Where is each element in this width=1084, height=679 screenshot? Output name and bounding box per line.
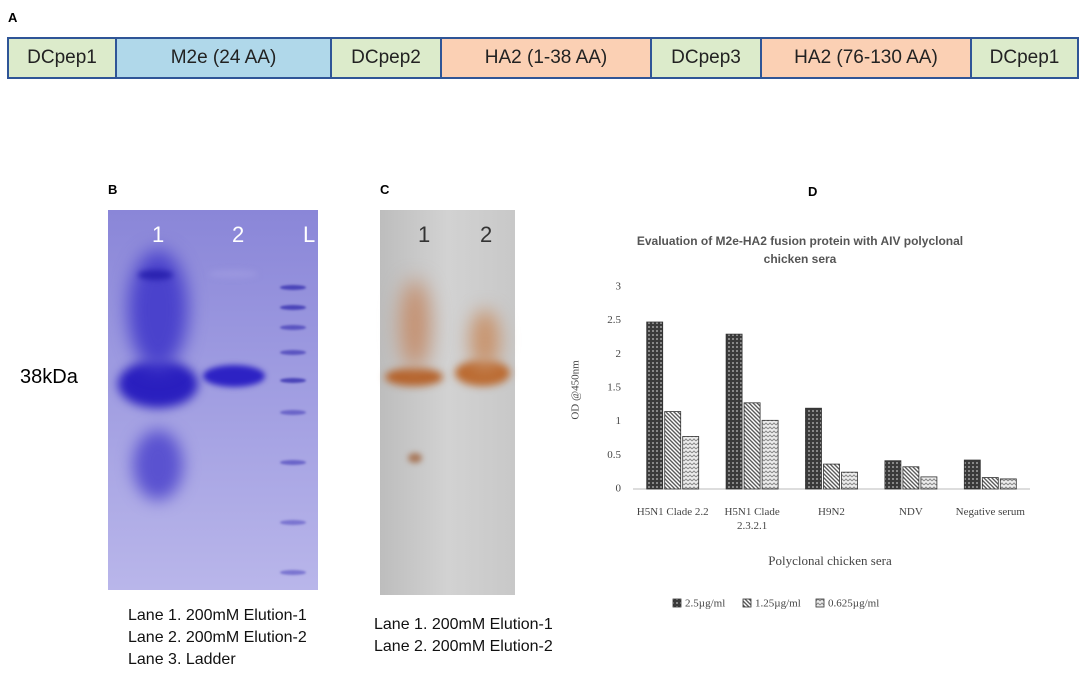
lane-legend: Lane 3. Ladder — [128, 651, 236, 668]
panel-label: A — [8, 10, 18, 25]
panel-label: D — [808, 184, 818, 199]
x-tick-label: Negative serum — [955, 506, 1025, 518]
x-tick-label: H5N1 Clade 2.3.2.1 — [724, 506, 780, 532]
bar — [823, 463, 840, 490]
marker-label: 38kDa — [20, 366, 78, 388]
x-tick-label: H5N1 Clade 2.2 — [636, 506, 709, 518]
legend-label: 0.625µg/ml — [828, 598, 879, 610]
lane-label: L — [303, 222, 316, 247]
bar — [999, 478, 1017, 490]
chart: OD @450nm Polyclonal chicken sera 0 0.5 1 1… — [570, 281, 1030, 610]
construct-segment: DCpep1 — [7, 37, 117, 79]
y-tick-label: 1.5 — [607, 382, 621, 394]
lane-legend: Lane 2. 200mM Elution-2 — [374, 638, 553, 655]
bar — [725, 333, 743, 490]
y-tick-label: 1 — [616, 415, 622, 427]
y-tick-label: 3 — [616, 281, 622, 293]
x-tick-label: H9N2 — [818, 506, 845, 518]
bar — [920, 476, 938, 490]
bar — [743, 402, 761, 490]
bar — [841, 471, 858, 490]
bar — [682, 436, 700, 490]
y-tick-label: 0 — [616, 483, 622, 495]
bar — [902, 466, 920, 490]
blot-image — [380, 210, 515, 595]
construct-segment: DCpep3 — [650, 37, 762, 79]
legend-swatch — [742, 598, 752, 608]
y-axis-label: OD @450nm — [570, 360, 582, 420]
chart-title: Evaluation of M2e-HA2 fusion protein wit… — [636, 234, 964, 266]
lane-label: 1 — [418, 222, 431, 247]
construct-segment: DCpep2 — [330, 37, 442, 79]
bar — [761, 419, 779, 490]
y-tick-label: 2.5 — [607, 314, 621, 326]
construct-segment: HA2 (1-38 AA) — [440, 37, 652, 79]
x-axis-label: Polyclonal chicken sera — [768, 553, 892, 568]
y-tick-label: 0.5 — [607, 449, 621, 461]
construct-segment: HA2 (76-130 AA) — [760, 37, 972, 79]
panel-label: C — [380, 182, 390, 197]
gel-image — [108, 210, 318, 590]
lane-label: 2 — [232, 222, 245, 247]
x-tick-label: NDV — [898, 506, 923, 518]
bar — [664, 411, 682, 490]
legend-swatch — [672, 598, 682, 608]
lane-label: 2 — [480, 222, 493, 247]
legend-label: 1.25µg/ml — [755, 598, 801, 610]
legend-swatch — [815, 598, 825, 608]
bar — [981, 477, 999, 490]
panel-label: B — [108, 182, 118, 197]
construct-diagram: DCpep1 M2e (24 AA) DCpep2 HA2 (1-38 AA) DCpe… — [7, 37, 1079, 79]
bar — [805, 407, 822, 490]
bar — [884, 460, 902, 490]
construct-segment: DCpep1 — [970, 37, 1079, 79]
legend-label: 2.5µg/ml — [685, 598, 725, 610]
construct-segment: M2e (24 AA) — [115, 37, 332, 79]
bar — [646, 321, 664, 490]
y-tick-label: 2 — [616, 348, 622, 360]
lane-legend: Lane 2. 200mM Elution-2 — [128, 629, 307, 646]
lane-legend: Lane 1. 200mM Elution-1 — [128, 607, 307, 624]
bar — [963, 459, 981, 490]
lane-label: 1 — [152, 222, 165, 247]
lane-legend: Lane 1. 200mM Elution-1 — [374, 616, 553, 633]
